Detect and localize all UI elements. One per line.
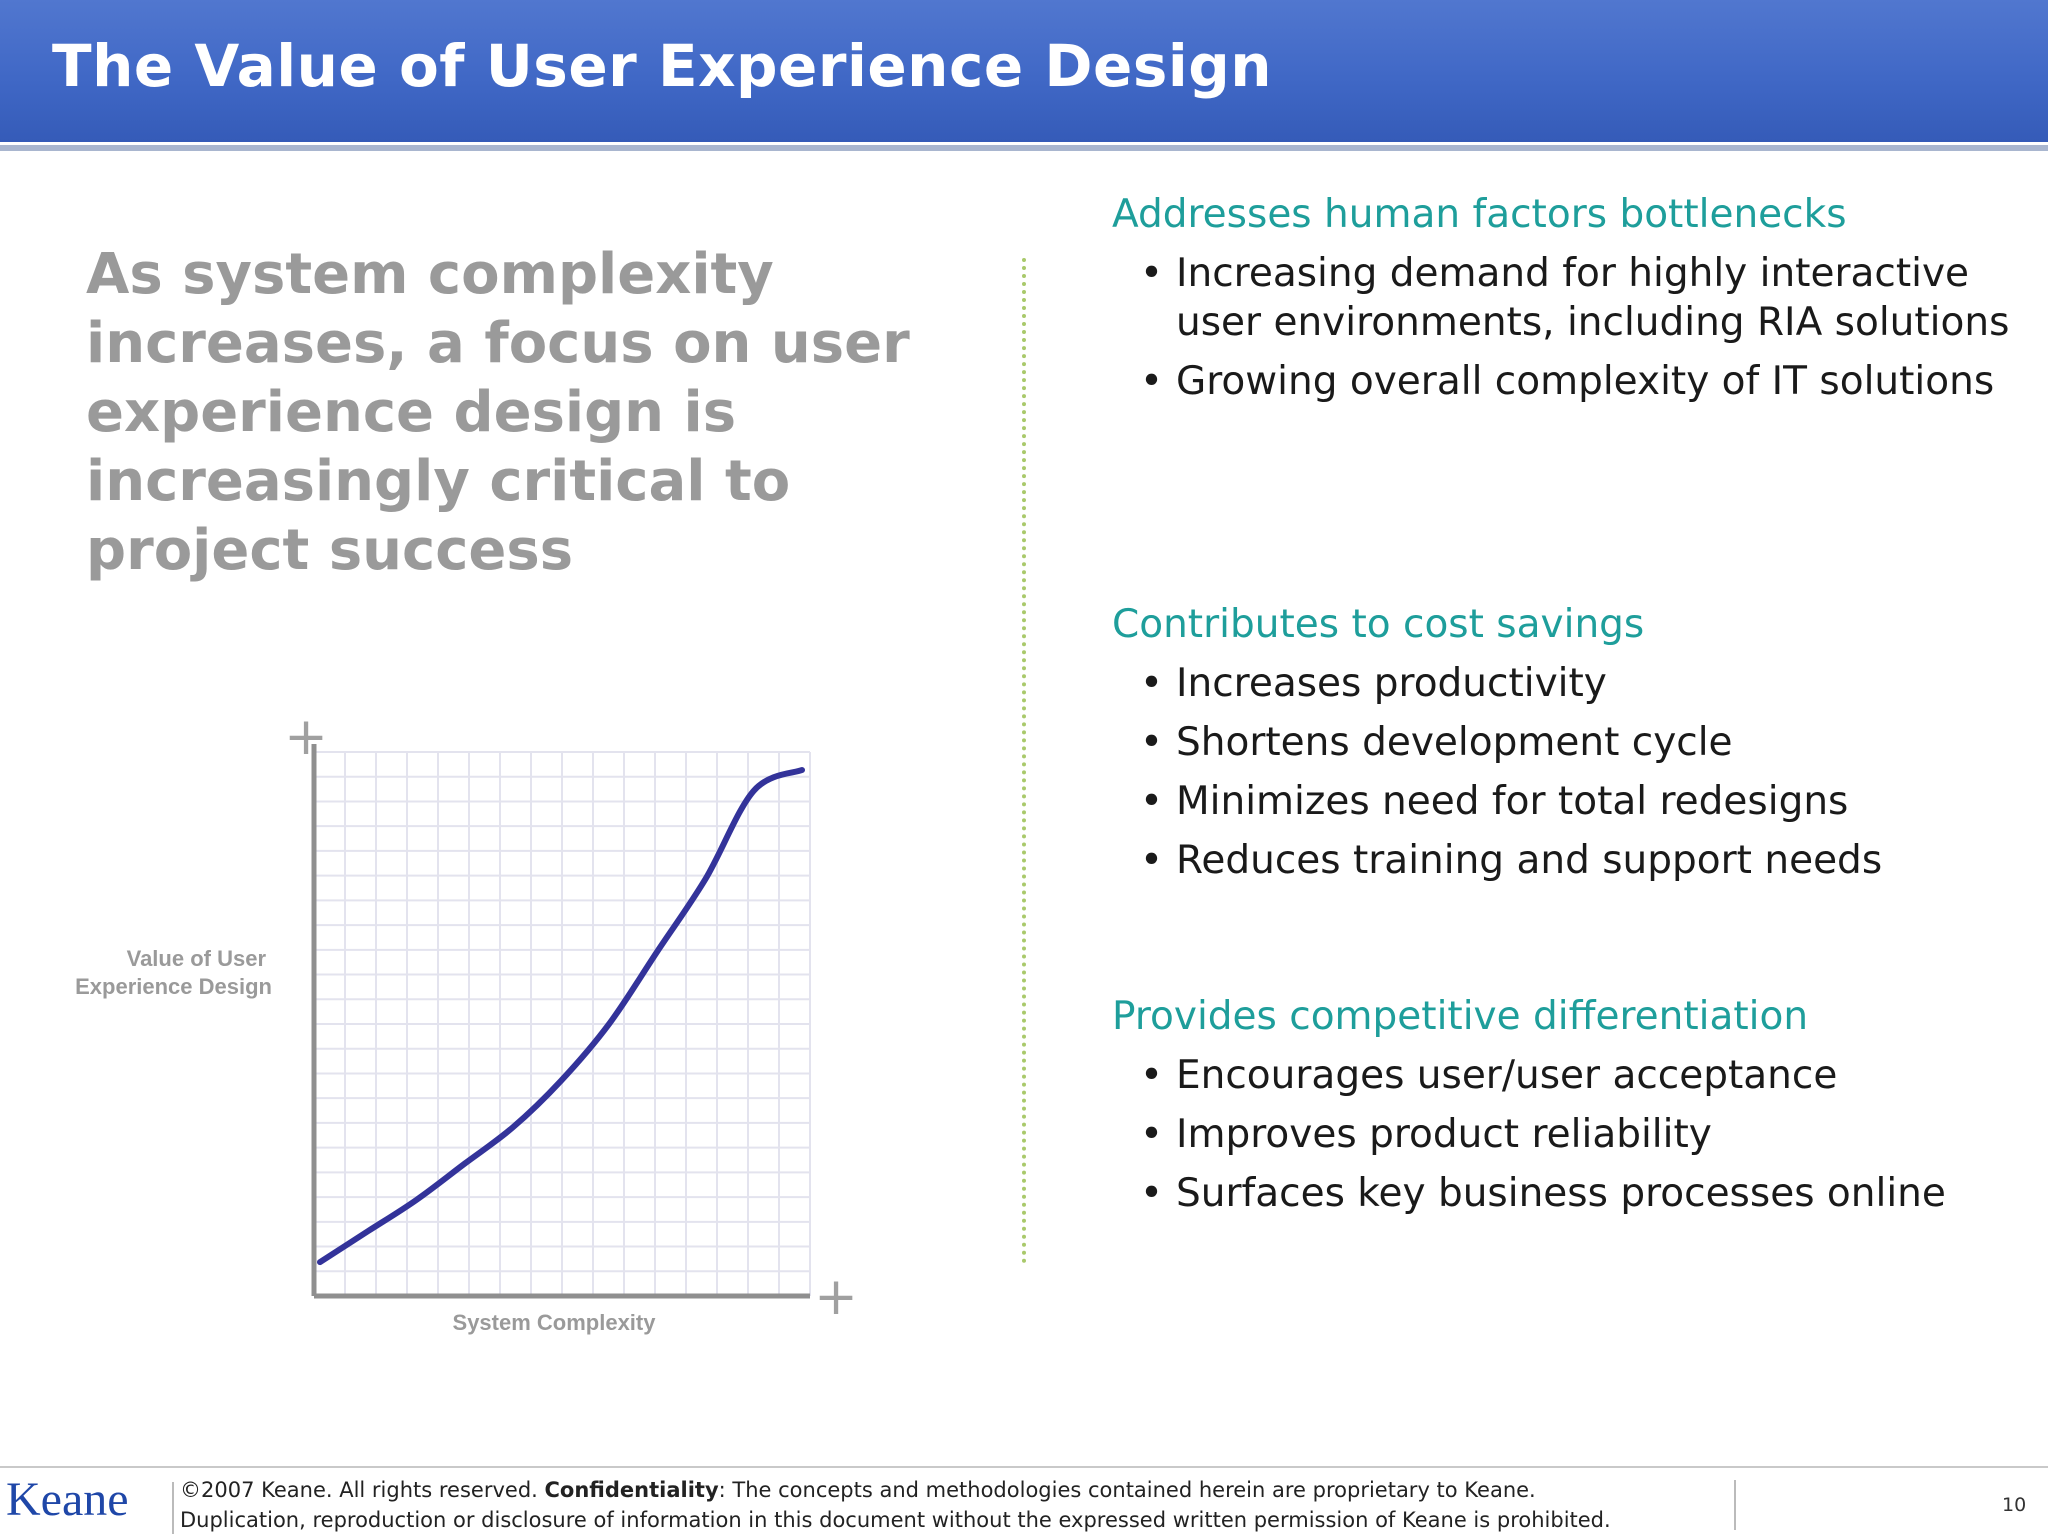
section-heading: Addresses human factors bottlenecks — [1112, 192, 1847, 237]
x-axis-label: System Complexity — [453, 1310, 657, 1335]
footer-separator — [172, 1482, 174, 1534]
bullet-list: Encourages user/user acceptance Improves… — [1112, 1051, 2012, 1218]
footer-line-1: ©2007 Keane. All rights reserved. Confid… — [180, 1475, 1750, 1505]
bullet-list: Increasing demand for highly interactive… — [1112, 249, 2012, 406]
footer-line-2: Duplication, reproduction or disclosure … — [180, 1508, 1611, 1532]
copyright-text: ©2007 Keane. All rights reserved. — [180, 1478, 538, 1502]
bullet-item: Increases productivity — [1140, 659, 2012, 708]
y-axis-label-line-2: Experience Design — [75, 974, 272, 999]
footer-divider — [0, 1466, 2048, 1468]
x-axis-plus-marker: + — [814, 1267, 858, 1327]
section-human-factors: Addresses human factors bottlenecks Incr… — [1112, 192, 2012, 416]
title-bar: The Value of User Experience Design — [0, 0, 2048, 142]
confidentiality-text: : The concepts and methodologies contain… — [718, 1478, 1536, 1502]
bullet-item: Increasing demand for highly interactive… — [1140, 249, 2012, 347]
y-axis-label-line-1: Value of User — [127, 946, 267, 971]
bullet-item: Growing overall complexity of IT solutio… — [1140, 357, 2012, 406]
page-number: 10 — [2002, 1494, 2027, 1516]
bullet-item: Surfaces key business processes online — [1140, 1169, 2012, 1218]
bullet-item: Minimizes need for total redesigns — [1140, 777, 2012, 826]
bullet-item: Improves product reliability — [1140, 1110, 2012, 1159]
complexity-value-chart: + + Value of User Experience Design Syst… — [75, 707, 858, 1335]
y-axis-plus-marker: + — [284, 707, 328, 767]
bullet-item: Encourages user/user acceptance — [1140, 1051, 2012, 1100]
section-heading: Contributes to cost savings — [1112, 602, 1645, 647]
footer-separator-right — [1734, 1480, 1736, 1530]
bullet-item: Shortens development cycle — [1140, 718, 2012, 767]
value-curve — [317, 767, 805, 1266]
confidentiality-label: Confidentiality — [544, 1478, 719, 1502]
section-cost-savings: Contributes to cost savings Increases pr… — [1112, 602, 2012, 895]
slide-title: The Value of User Experience Design — [52, 32, 1273, 100]
section-heading: Provides competitive differentiation — [1112, 994, 1809, 1039]
lead-statement: As system complexity increases, a focus … — [86, 242, 910, 583]
column-divider — [1022, 258, 1026, 1264]
bullet-item: Reduces training and support needs — [1140, 836, 2012, 885]
footer-legal-text: ©2007 Keane. All rights reserved. Confid… — [180, 1475, 1750, 1535]
chart-grid — [313, 751, 811, 1297]
keane-logo: Keane — [6, 1473, 129, 1526]
bullet-list: Increases productivity Shortens developm… — [1112, 659, 2012, 885]
section-competitive-differentiation: Provides competitive differentiation Enc… — [1112, 994, 2012, 1228]
title-underline — [0, 145, 2048, 151]
